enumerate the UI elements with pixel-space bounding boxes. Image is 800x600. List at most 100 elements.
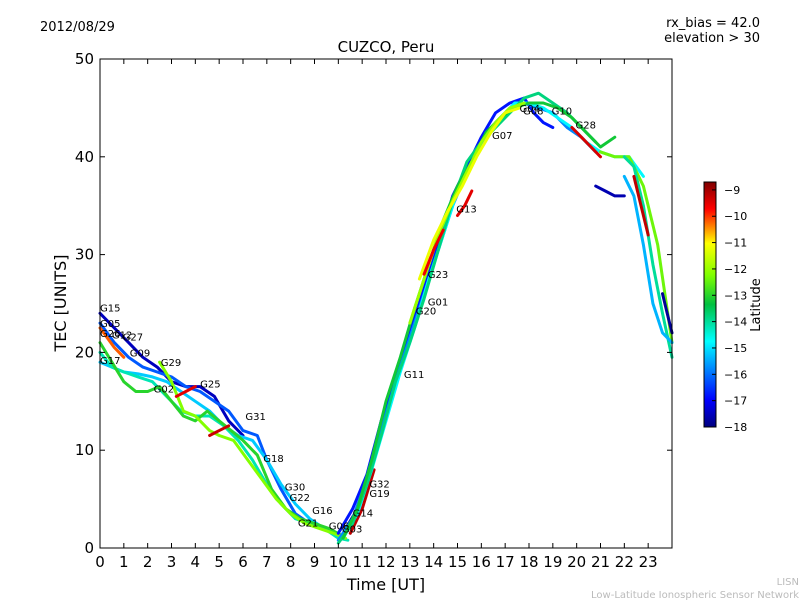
x-tick-label-8: 8 [286,553,296,571]
satellite-label-g29: G29 [161,358,181,369]
footer-org-short: LISN [777,577,799,588]
tec-series-26 [632,174,650,237]
satellite-label-g04: G04 [519,104,539,115]
colorbar-ticks: −18 −17 −16 −15 −14 −13 −12 −11 −10 −9 [712,184,747,434]
elevation-label: elevation > 30 [664,31,760,46]
satellite-label-g06: G06 [329,521,349,532]
satellite-label-g26: G26 [100,329,120,340]
colorbar-tick-label-13: −13 [724,289,747,302]
x-tick-label-16: 16 [472,553,491,571]
satellite-label-g13: G13 [456,205,476,216]
x-tick-label-3: 3 [167,553,177,571]
colorbar-tick-label-11: −11 [724,237,747,250]
colorbar-tick-label-17: −17 [724,395,747,408]
satellite-label-g15: G15 [100,303,120,314]
x-tick-label-14: 14 [424,553,443,571]
satellite-label-g01: G01 [428,297,448,308]
tec-series-14 [336,91,598,545]
tec-series-13 [341,101,645,540]
satellite-label-g25: G25 [200,380,220,391]
tec-series-8 [208,424,231,437]
y-tick-label-0: 0 [84,539,94,557]
satellite-label-g02: G02 [154,384,174,395]
satellite-label-g20: G20 [416,306,436,317]
tec-series-17 [417,106,521,281]
colorbar-tick-label-18: −18 [724,421,747,434]
x-tick-label-5: 5 [214,553,224,571]
tec-series-9 [348,468,376,535]
x-tick-label-11: 11 [353,553,372,571]
chart-title: CUZCO, Peru [338,38,435,56]
x-tick-label-21: 21 [591,553,610,571]
axis-ticks: 0 1 2 3 4 5 6 7 8 9 10 11 12 13 14 15 16 17 18 19 20 21 22 2301… [75,50,672,571]
satellite-label-g14: G14 [353,509,373,520]
x-tick-label-9: 9 [310,553,320,571]
tec-series-22 [622,155,674,359]
tec-series-23 [622,174,674,345]
colorbar [703,181,717,428]
y-tick-label-40: 40 [75,148,94,166]
x-tick-label-4: 4 [191,553,201,571]
colorbar-tick-label-14: −14 [724,316,747,329]
x-tick-label-6: 6 [238,553,248,571]
x-tick-label-1: 1 [119,553,129,571]
x-tick-label-10: 10 [329,553,348,571]
x-tick-label-13: 13 [400,553,419,571]
tec-series-25 [661,292,674,335]
y-axis-label: TEC [UNITS] [51,255,70,353]
tec-series-18 [422,228,445,276]
satellite-label-g12: G12 [112,331,132,342]
satellite-label-g07: G07 [492,131,512,142]
satellite-label-g27: G27 [123,333,143,344]
satellite-label-g05: G05 [100,319,120,330]
tec-series-19 [456,189,474,217]
satellite-label-g16: G16 [312,506,332,517]
x-tick-label-0: 0 [95,553,105,571]
series-layer [98,91,674,545]
x-tick-label-12: 12 [376,553,395,571]
satellite-label-g23: G23 [428,270,448,281]
tec-series-7 [174,385,197,398]
satellite-label-g30: G30 [285,482,305,493]
satellite-label-g17: G17 [100,356,120,367]
satellite-label-g28: G28 [575,120,595,131]
colorbar-tick-label-15: −15 [724,342,747,355]
rx-bias-label: rx_bias = 42.0 [666,16,760,31]
satellite-label-g09: G09 [130,348,150,359]
satellite-label-g22: G22 [289,493,309,504]
satellite-label-g11: G11 [404,370,424,381]
tec-series-20 [570,126,602,159]
x-tick-label-23: 23 [639,553,658,571]
x-tick-label-17: 17 [496,553,515,571]
tec-series-24 [594,184,626,198]
y-tick-label-20: 20 [75,343,94,361]
satellite-label-g08: G08 [523,107,543,118]
colorbar-tick-label-10: −10 [724,210,747,223]
satellite-label-g32: G32 [369,479,389,490]
satellite-label-g19: G19 [369,489,389,500]
colorbar-label: Latitude [749,278,764,332]
colorbar-tick-label-9: −9 [724,184,740,197]
satellite-label-g31: G31 [245,412,265,423]
x-tick-label-2: 2 [143,553,153,571]
x-tick-label-15: 15 [448,553,467,571]
tec-series-15 [341,101,617,540]
tec-series-3 [98,350,350,542]
footer-org-long: Low-Latitude Ionospheric Sensor Network [591,590,799,600]
x-tick-label-22: 22 [615,553,634,571]
tec-series-6 [98,326,126,359]
satellite-label-g18: G18 [263,454,283,465]
colorbar-tick-label-12: −12 [724,263,747,276]
y-tick-label-30: 30 [75,246,94,264]
x-tick-label-19: 19 [543,553,562,571]
y-tick-label-50: 50 [75,50,94,68]
satellite-label-g10: G10 [552,107,572,118]
date-label: 2012/08/29 [40,20,115,35]
x-tick-label-18: 18 [519,553,538,571]
y-tick-label-10: 10 [75,441,94,459]
x-tick-label-20: 20 [567,553,586,571]
x-tick-label-7: 7 [262,553,272,571]
satellite-label-g21: G21 [298,518,318,529]
